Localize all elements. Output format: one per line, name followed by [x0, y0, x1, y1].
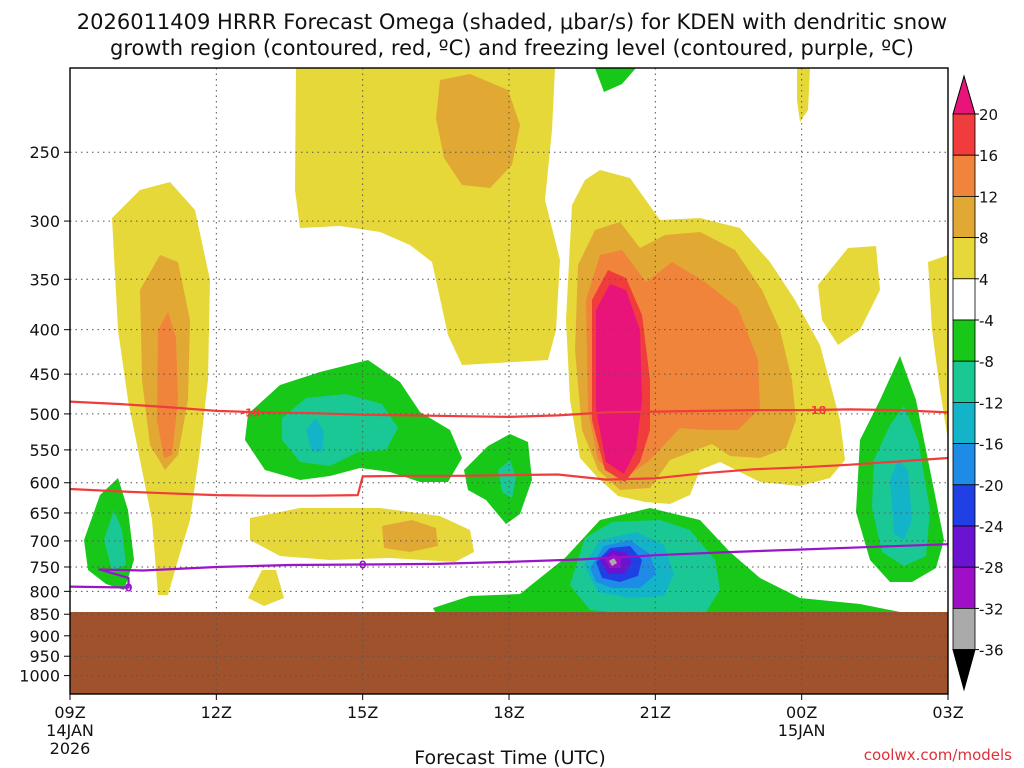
y-tick-label: 550 [29, 441, 60, 460]
plot-area: -18 -18 0 0 [70, 68, 948, 694]
contour-label: -18 [241, 406, 261, 419]
y-tick-label: 300 [29, 212, 60, 231]
colorbar-swatch [952, 566, 976, 609]
colorbar-label: -36 [979, 642, 1004, 660]
contour-freezing-level [70, 543, 948, 589]
colorbar-swatch [952, 154, 976, 197]
omega-area-down-right-16 [890, 460, 912, 540]
colorbar-swatch [952, 237, 976, 280]
omega-area-down-lower-36 [609, 558, 617, 566]
colorbar-swatch [952, 443, 976, 486]
credit-text: coolwx.com/models [864, 746, 1012, 764]
y-tick-label: 950 [29, 647, 60, 666]
y-tick-label: 450 [29, 365, 60, 384]
y-tick-label: 750 [29, 558, 60, 577]
y-tick-label: 1000 [19, 667, 60, 686]
colorbar-label: -20 [979, 477, 1004, 495]
omega-area-low-band-8 [382, 520, 438, 552]
y-tick-label: 250 [29, 143, 60, 162]
y-tick-label: 350 [29, 270, 60, 289]
colorbar-label: 12 [979, 188, 998, 206]
chart-title-line2: growth region (contoured, red, ºC) and f… [110, 36, 914, 60]
omega-shading [84, 68, 948, 640]
colorbar-label: 16 [979, 147, 998, 165]
contour-label: -18 [806, 404, 826, 417]
y-tick-label: 800 [29, 582, 60, 601]
omega-area-right-top [797, 68, 810, 122]
colorbar-label: 20 [979, 106, 998, 124]
x-tick-label: 18Z [493, 703, 524, 722]
x-tick-label: 12Z [201, 703, 232, 722]
x-tick-year: 2026 [50, 739, 91, 758]
omega-area-low-blob [248, 570, 284, 606]
omega-area-early-12 [157, 312, 178, 458]
y-tick-label: 650 [29, 504, 60, 523]
colorbar-swatch [952, 113, 976, 156]
y-tick-label: 900 [29, 627, 60, 646]
colorbar-label: -24 [979, 518, 1004, 536]
colorbar-top-arrow [952, 74, 976, 115]
colorbar-label: -32 [979, 600, 1004, 618]
contour-lines: -18 -18 0 0 [70, 400, 948, 595]
y-axis: 250 300 350 400 450 500 550 600 650 700 750 800 850 9… [19, 143, 70, 686]
colorbar: 20 16 12 8 4 -4 -8 -12 -16 -20 -24 -28 -32 -36 [952, 74, 1004, 692]
y-tick-label: 500 [29, 405, 60, 424]
colorbar-label: -4 [979, 312, 994, 330]
colorbar-swatch [952, 484, 976, 527]
contour-label: 0 [125, 582, 133, 595]
contour-label: 0 [359, 558, 367, 571]
colorbar-swatch [952, 608, 976, 651]
omega-area-right-edge [928, 255, 948, 440]
omega-area-down-small-12 [498, 460, 516, 498]
colorbar-swatch [952, 195, 976, 238]
x-tick-label: 21Z [640, 703, 671, 722]
x-tick-date: 15JAN [778, 721, 826, 740]
omega-area-upper-main-8 [436, 74, 520, 188]
chart-title-line1: 2026011409 HRRR Forecast Omega (shaded, … [77, 10, 947, 34]
x-tick-label: 00Z [786, 703, 817, 722]
y-tick-label: 850 [29, 605, 60, 624]
omega-area-core-20 [596, 284, 642, 474]
colorbar-swatch [952, 525, 976, 568]
omega-area-down-mid-16 [306, 418, 324, 452]
colorbar-label: -16 [979, 436, 1004, 454]
ground-fill [70, 612, 948, 694]
y-tick-label: 700 [29, 532, 60, 551]
colorbar-swatch [952, 360, 976, 403]
colorbar-swatch [952, 401, 976, 444]
y-tick-label: 600 [29, 474, 60, 493]
y-tick-label: 400 [29, 321, 60, 340]
contour-dgz-upper [70, 400, 948, 418]
colorbar-label: -28 [979, 559, 1004, 577]
contour-dgz-lower [70, 456, 948, 497]
colorbar-label: 8 [979, 230, 989, 248]
colorbar-label: 4 [979, 271, 989, 289]
x-tick-label: 15Z [347, 703, 378, 722]
x-tick-label: 03Z [932, 703, 963, 722]
omega-area-top-green [595, 68, 636, 92]
omega-area-right-mid [818, 246, 880, 345]
colorbar-swatch [952, 278, 976, 321]
omega-area-upper-main [295, 68, 560, 365]
colorbar-bottom-arrow [952, 649, 976, 692]
omega-area-low-band [250, 508, 474, 562]
omega-area-down-left-12 [104, 510, 126, 570]
x-axis-label: Forecast Time (UTC) [414, 747, 605, 768]
x-tick-date: 14JAN [46, 721, 94, 740]
grid [70, 68, 948, 694]
colorbar-label: -12 [979, 394, 1004, 412]
x-tick-label: 09Z [54, 703, 85, 722]
colorbar-swatch [952, 319, 976, 362]
omega-area-down-small-8 [464, 434, 532, 524]
colorbar-label: -8 [979, 353, 994, 371]
